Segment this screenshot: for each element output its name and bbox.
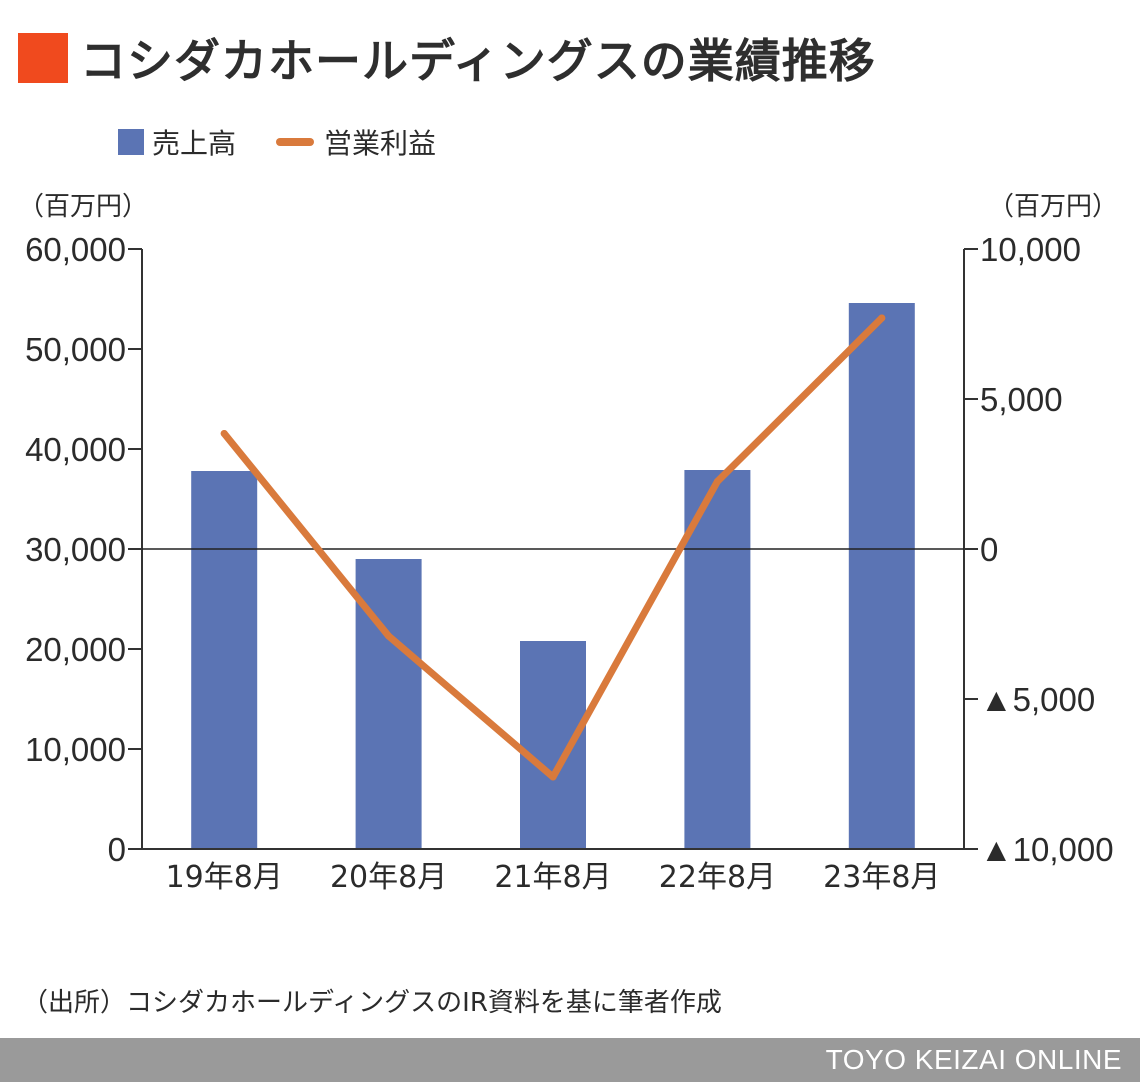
left-tick-label: 60,000 [25, 231, 126, 268]
left-tick-label: 40,000 [25, 431, 126, 468]
left-tick-label: 20,000 [25, 631, 126, 668]
legend-bar-label: 売上高 [152, 127, 237, 160]
legend-bar-swatch [118, 129, 144, 155]
left-tick-label: 50,000 [25, 331, 126, 368]
right-tick-label: 10,000 [980, 231, 1081, 268]
bar-sales-5 [848, 303, 915, 849]
footer-bar: TOYO KEIZAI ONLINE [0, 1038, 1140, 1082]
legend-line-swatch [276, 138, 315, 146]
left-axis-unit: （百万円） [18, 192, 149, 222]
bar-sales-3 [520, 641, 586, 849]
legend: 売上高 営業利益 [118, 122, 436, 162]
operating-profit-point-1 [220, 430, 228, 437]
title-accent-square [18, 33, 68, 83]
operating-profit-point-3 [549, 773, 557, 781]
right-tick-label: ▲5,000 [980, 681, 1095, 718]
source-note: （出所）コシダカホールディングスのIR資料を基に筆者作成 [22, 988, 722, 1018]
right-axis-unit: （百万円） [987, 192, 1118, 222]
legend-line-label: 営業利益 [324, 127, 437, 160]
chart-title: コシダカホールディングスの業績推移 [80, 34, 876, 88]
title-block: コシダカホールディングスの業績推移 [18, 28, 876, 88]
left-tick-label: 0 [108, 831, 126, 868]
x-category-label: 19年8月 [166, 860, 283, 895]
x-category-label: 23年8月 [823, 860, 940, 895]
right-tick-label: 0 [980, 531, 998, 568]
footer-brand: TOYO KEIZAI ONLINE [825, 1044, 1122, 1075]
left-tick-label: 30,000 [25, 531, 126, 568]
right-tick-label: 5,000 [980, 381, 1063, 418]
operating-profit-point-4 [713, 478, 721, 485]
x-category-label: 20年8月 [330, 860, 447, 895]
operating-profit-point-2 [385, 632, 393, 640]
bar-sales-4 [684, 470, 751, 849]
left-tick-label: 10,000 [25, 731, 126, 768]
right-tick-label: ▲10,000 [980, 831, 1114, 868]
x-category-label: 22年8月 [659, 860, 776, 895]
x-category-label: 21年8月 [494, 860, 611, 895]
operating-profit-point-5 [878, 314, 886, 322]
bar-sales-1 [191, 471, 258, 849]
